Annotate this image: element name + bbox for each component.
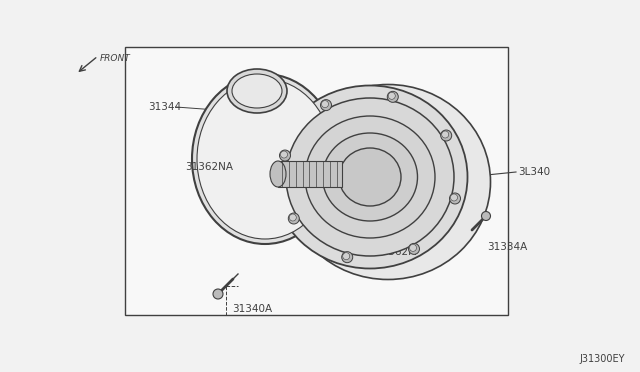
Ellipse shape <box>192 74 338 244</box>
Polygon shape <box>278 161 342 187</box>
Ellipse shape <box>481 212 490 221</box>
Text: 31344: 31344 <box>148 102 181 112</box>
Ellipse shape <box>323 133 417 221</box>
Ellipse shape <box>213 289 223 299</box>
Ellipse shape <box>387 92 398 102</box>
Ellipse shape <box>305 116 435 238</box>
Ellipse shape <box>289 214 296 221</box>
Ellipse shape <box>342 252 353 263</box>
Ellipse shape <box>410 244 417 251</box>
Text: 31362NA: 31362NA <box>185 162 233 172</box>
Ellipse shape <box>451 194 458 201</box>
Ellipse shape <box>232 74 282 108</box>
Text: 3L340: 3L340 <box>518 167 550 177</box>
Bar <box>125 47 508 315</box>
Text: FRONT: FRONT <box>100 54 131 63</box>
Ellipse shape <box>321 100 328 108</box>
Ellipse shape <box>280 150 291 161</box>
Ellipse shape <box>321 100 332 110</box>
Ellipse shape <box>288 213 300 224</box>
Ellipse shape <box>197 79 333 239</box>
Ellipse shape <box>285 84 490 279</box>
Ellipse shape <box>227 69 287 113</box>
Ellipse shape <box>270 161 286 187</box>
Text: 31362M: 31362M <box>375 247 417 257</box>
Text: 31334A: 31334A <box>487 242 527 252</box>
Text: 31340A: 31340A <box>232 304 272 314</box>
Ellipse shape <box>442 131 449 138</box>
Text: J31300EY: J31300EY <box>579 354 625 364</box>
Ellipse shape <box>343 253 349 260</box>
Ellipse shape <box>286 98 454 256</box>
Ellipse shape <box>388 92 396 99</box>
Ellipse shape <box>339 148 401 206</box>
Ellipse shape <box>449 193 461 204</box>
Ellipse shape <box>280 151 287 158</box>
Ellipse shape <box>408 243 419 254</box>
Ellipse shape <box>273 86 467 269</box>
Ellipse shape <box>441 130 452 141</box>
